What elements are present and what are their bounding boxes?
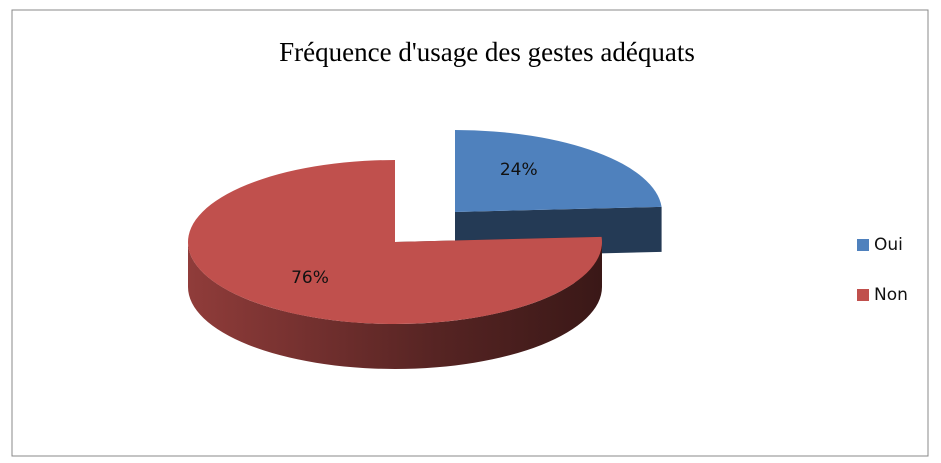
data-label: 24% bbox=[500, 160, 538, 180]
legend-label: Oui bbox=[874, 235, 903, 255]
legend-swatch bbox=[857, 239, 869, 251]
slice-wall bbox=[188, 242, 602, 369]
slice-top bbox=[455, 130, 662, 212]
slice-top bbox=[187, 160, 603, 324]
legend-label: Non bbox=[874, 285, 908, 305]
chart-title: Fréquence d'usage des gestes adéquats bbox=[279, 37, 695, 67]
pie-slice bbox=[187, 160, 603, 369]
data-label: 76% bbox=[291, 268, 329, 288]
legend-swatch bbox=[857, 289, 869, 301]
